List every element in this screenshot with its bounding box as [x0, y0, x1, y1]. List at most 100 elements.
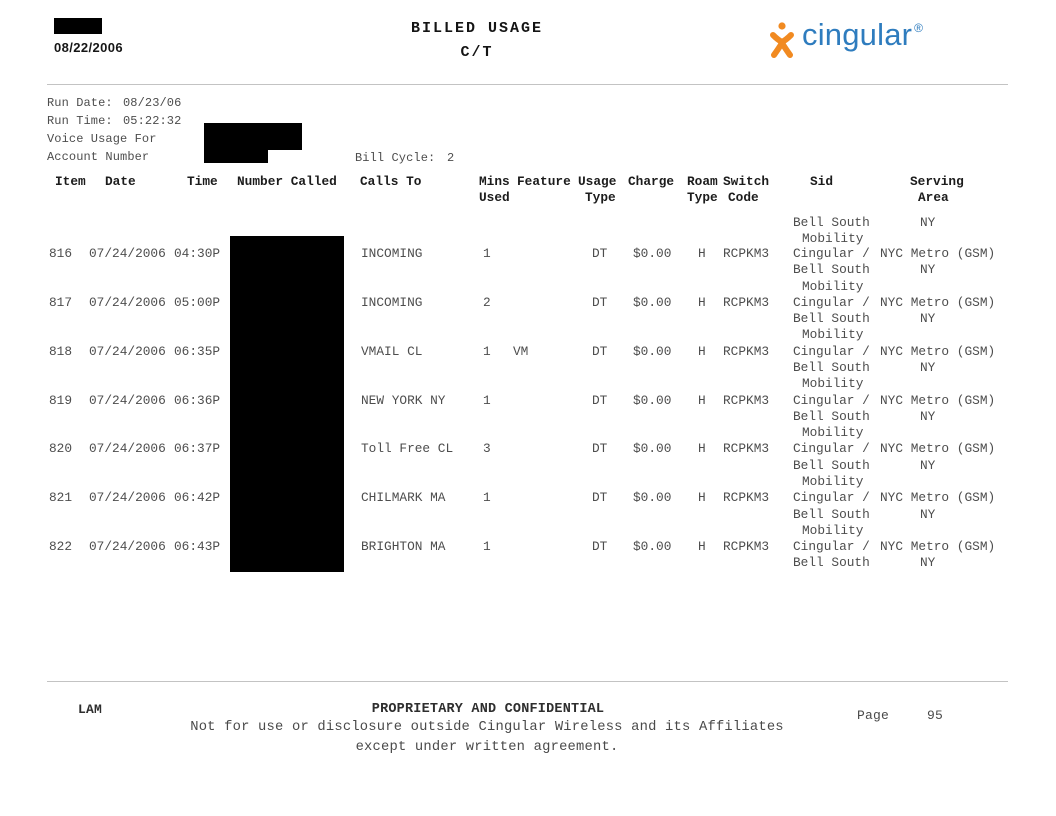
cingular-jack-icon: [770, 22, 794, 58]
footer-initials: LAM: [78, 702, 103, 717]
cell-date: 07/24/2006: [89, 490, 166, 506]
col-header-roam-type: Type: [687, 190, 718, 205]
cell-feature: VM: [513, 343, 529, 359]
col-header-switch: Switch: [723, 174, 770, 189]
col-header-date: Date: [105, 174, 136, 189]
cell-switch-code: RCPKM3: [723, 392, 770, 408]
bill-cycle-label: Bill Cycle:: [355, 151, 436, 165]
cell-serving2: NY: [920, 506, 936, 522]
cell-time: 06:37P: [174, 441, 221, 457]
cell-sid2: Bell South: [793, 506, 870, 522]
cell-sid3: Mobility: [802, 425, 864, 441]
cell-serving2: NY: [920, 555, 936, 571]
run-date-label: Run Date:: [47, 96, 113, 110]
col-header-item: Item: [55, 174, 86, 189]
cell-sid-continuation: Bell South: [793, 215, 870, 230]
cell-time: 04:30P: [174, 246, 221, 261]
run-date-value: 08/23/06: [123, 96, 182, 110]
col-header-usage: Usage: [578, 174, 617, 189]
col-header-sid: Sid: [810, 174, 834, 189]
statement-date: 08/22/2006: [54, 40, 124, 55]
cell-roam: H: [698, 539, 706, 555]
cell-date: 07/24/2006: [89, 392, 166, 408]
cell-charge: $0.00: [633, 294, 672, 310]
report-title-line1: BILLED USAGE: [410, 20, 544, 37]
col-header-number-called: Number Called: [237, 174, 337, 189]
cell-item: 819: [49, 392, 73, 408]
cell-item: 817: [49, 294, 73, 310]
cell-time: 06:42P: [174, 490, 221, 506]
cell-charge: $0.00: [633, 246, 672, 261]
report-title: BILLED USAGE C/T: [411, 21, 543, 60]
run-time-label: Run Time:: [47, 114, 113, 128]
cell-sid3: Mobility: [802, 474, 864, 489]
cell-switch-code: RCPKM3: [723, 246, 770, 261]
cell-switch-code: RCPKM3: [723, 539, 770, 555]
cell-sid2: Bell South: [793, 262, 870, 278]
confidential-text-line3: except under written agreement.: [355, 740, 619, 755]
cell-sid1: Cingular /: [793, 539, 870, 555]
col-header-switch-code: Code: [728, 190, 759, 205]
cell-date: 07/24/2006: [89, 246, 166, 261]
cell-serving1: NYC Metro (GSM): [880, 441, 996, 457]
col-header-usage-type: Type: [585, 190, 616, 205]
cell-calls-to: CHILMARK MA: [361, 490, 446, 506]
cell-roam: H: [698, 392, 706, 408]
cingular-logo: cingular ®: [762, 17, 924, 60]
cell-sid2: Bell South: [793, 408, 870, 424]
cell-switch-code: RCPKM3: [723, 343, 770, 359]
cell-sid1: Cingular /: [793, 441, 870, 457]
cell-usage-type: DT: [592, 246, 608, 261]
cell-usage-type: DT: [592, 490, 608, 506]
cell-date: 07/24/2006: [89, 294, 166, 310]
cell-charge: $0.00: [633, 392, 672, 408]
col-header-serving-area: Area: [918, 190, 949, 205]
cell-charge: $0.00: [633, 343, 672, 359]
cell-sid2: Bell South: [793, 360, 870, 375]
header-divider: [47, 84, 1008, 85]
cell-sid1: Cingular /: [793, 490, 870, 506]
cell-sid2: Bell South: [793, 311, 870, 327]
cell-switch-code: RCPKM3: [723, 490, 770, 506]
cell-charge: $0.00: [633, 441, 672, 457]
cingular-wordmark: cingular: [802, 17, 913, 52]
cell-mins: 1: [483, 392, 491, 408]
cell-calls-to: INCOMING: [361, 294, 423, 310]
cell-calls-to: INCOMING: [361, 246, 423, 261]
cell-usage-type: DT: [592, 343, 608, 359]
cell-item: 820: [49, 441, 73, 457]
cell-serving1: NYC Metro (GSM): [880, 539, 996, 555]
cell-roam: H: [698, 441, 706, 457]
col-header-time: Time: [187, 174, 218, 189]
cell-sid1: Cingular /: [793, 343, 870, 359]
cell-sid-continuation-2: Mobility: [802, 231, 864, 246]
cell-switch-code: RCPKM3: [723, 294, 770, 310]
cell-time: 06:36P: [174, 392, 221, 408]
cell-mins: 1: [483, 539, 491, 555]
cell-date: 07/24/2006: [89, 343, 166, 359]
col-header-mins-used: Used: [479, 190, 510, 205]
cell-item: 822: [49, 539, 73, 555]
cell-mins: 3: [483, 441, 491, 457]
redacted-number-called-box: [230, 236, 344, 572]
cell-serving2: NY: [920, 262, 936, 278]
cell-usage-type: DT: [592, 392, 608, 408]
cell-sid3: Mobility: [802, 327, 864, 343]
footer-divider: [47, 681, 1008, 682]
cell-serving1: NYC Metro (GSM): [880, 490, 996, 506]
cell-usage-type: DT: [592, 294, 608, 310]
cell-sid3: Mobility: [802, 522, 864, 538]
account-number-label: Account Number: [47, 150, 150, 164]
registered-trademark-symbol: ®: [914, 21, 924, 35]
confidential-title: PROPRIETARY AND CONFIDENTIAL: [371, 702, 605, 717]
cell-roam: H: [698, 294, 706, 310]
report-title-line2: C/T: [460, 44, 494, 61]
voice-usage-label: Voice Usage For: [47, 132, 157, 146]
cell-switch-code: RCPKM3: [723, 441, 770, 457]
cell-item: 821: [49, 490, 73, 506]
confidential-text-line2: Not for use or disclosure outside Cingul…: [190, 720, 784, 735]
cell-mins: 2: [483, 294, 491, 310]
cell-sid1: Cingular /: [793, 246, 870, 261]
redacted-phone-number-box: [204, 123, 302, 150]
cell-serving2: NY: [920, 408, 936, 424]
